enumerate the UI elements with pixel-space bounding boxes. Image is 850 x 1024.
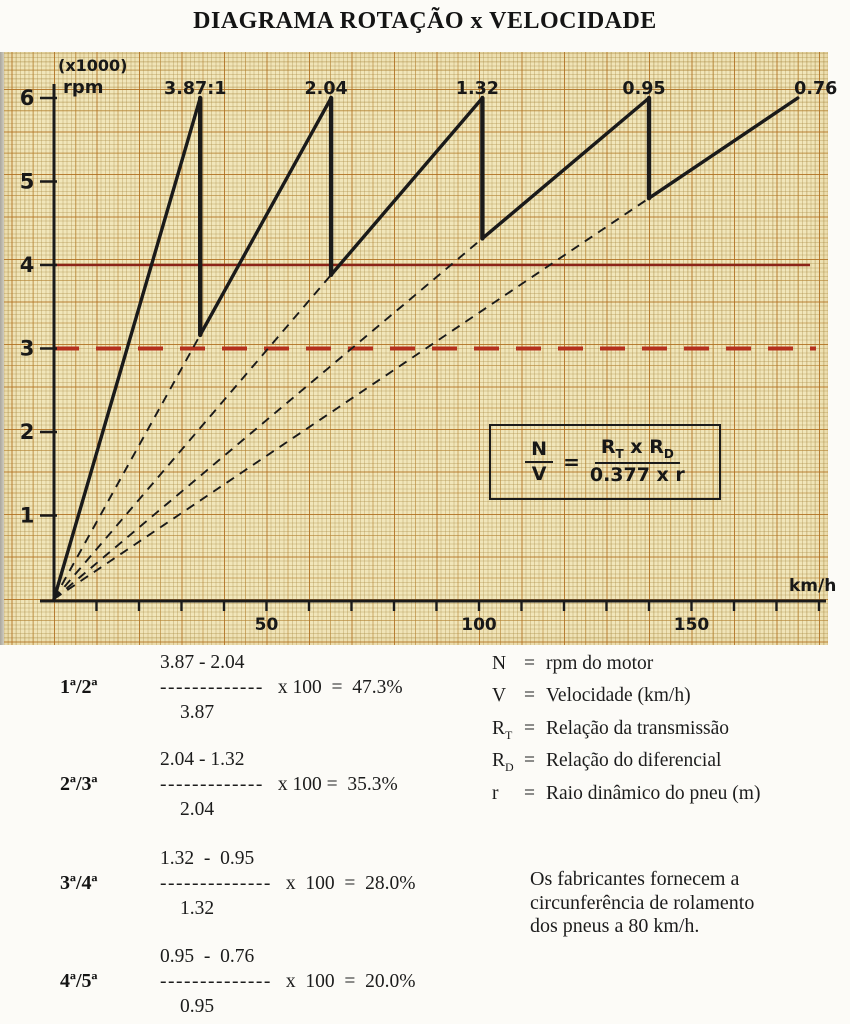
gear-ratio-label-2: 2.04	[305, 79, 348, 99]
y-tick-label-5: 5	[20, 170, 35, 194]
gear-pair-label: 3ª/4ª	[60, 872, 98, 894]
y-tick-label-3: 3	[20, 337, 35, 361]
scan-edge-shadow	[0, 52, 5, 645]
calc-denominator: 1.32	[180, 898, 215, 919]
gear-line-4	[480, 96, 651, 241]
formula-lhs: N V	[525, 438, 554, 486]
fraction-bar: -------------	[160, 677, 264, 698]
calc-denominator: 2.04	[180, 799, 215, 820]
gear-ratio-label-3: 1.32	[456, 79, 499, 99]
legend-item-N: N = rpm do motor	[492, 653, 654, 674]
formula-rhs: RT x RD 0.377 x r	[590, 437, 685, 487]
gear-dashed-extension-5	[53, 197, 650, 600]
gear-ratio-label-5: 0.76	[794, 79, 837, 99]
note-line: circunferência de rolamento	[530, 891, 755, 914]
fraction-bar: -------------	[160, 774, 264, 795]
gear-pair-label: 1ª/2ª	[60, 676, 98, 698]
gear-dashed-extension-2	[53, 334, 202, 600]
formula-lhs-numerator: N	[525, 438, 554, 463]
gear-step-calc-2-3: 2.04 - 1.32 2ª/3ª ------------- x 100 = 35…	[60, 747, 490, 822]
calc-result: x 100 = 20.0%	[285, 971, 416, 992]
gear-ratio-label-1: 3.87:1	[164, 79, 226, 99]
legend-item-RT: RT = Relação da transmissão	[492, 717, 730, 742]
tyre-note: Os fabricantes fornecem a circunferência…	[530, 868, 754, 939]
fraction-bar: --------------	[160, 971, 272, 992]
y-tick-label-2: 2	[20, 420, 35, 444]
formula-equals: =	[563, 450, 580, 474]
gear-step-calc-1-2: 3.87 - 2.04 1ª/2ª ------------- x 100 = 47…	[60, 650, 490, 725]
formula-lhs-denominator: V	[531, 463, 547, 485]
gear-step-calc-3-4: 1.32 - 0.95 3ª/4ª -------------- x 100 = 2…	[60, 846, 490, 921]
x-tick-label-100: 100	[461, 615, 497, 635]
gear-dashed-extension-4	[53, 237, 484, 600]
calc-numerator: 1.32 - 0.95	[160, 848, 255, 869]
gear-line-3	[329, 96, 485, 277]
legend-item-V: V = Velocidade (km/h)	[492, 685, 691, 707]
x-axis-unit-label: km/h	[789, 576, 836, 596]
y-tick-label-1: 1	[20, 504, 35, 528]
calc-numerator: 3.87 - 2.04	[160, 652, 245, 673]
formula-rhs-numerator: RT x RD	[594, 437, 680, 465]
gear-line-1	[52, 96, 202, 601]
x-tick-label-50: 50	[255, 615, 279, 635]
calc-result: x 100 = 28.0%	[285, 873, 416, 894]
gear-ratio-label-4: 0.95	[622, 79, 665, 99]
calc-numerator: 2.04 - 1.32	[160, 749, 245, 770]
fraction-bar: --------------	[160, 873, 272, 894]
note-line: dos pneus a 80 km/h.	[530, 915, 700, 937]
gear-dashed-extension-3	[53, 274, 332, 600]
calc-numerator: 0.95 - 0.76	[160, 946, 255, 967]
y-tick-label-4: 4	[20, 253, 35, 277]
calc-result: x 100 = 47.3%	[277, 677, 403, 698]
symbol-legend: N = rpm do motor V = Velocidade (km/h) RT = Re…	[492, 651, 760, 813]
gear-pair-label: 2ª/3ª	[60, 773, 98, 795]
note-line: Os fabricantes fornecem a	[530, 868, 740, 890]
legend-item-r: r = Raio dinâmico do pneu (m)	[492, 782, 761, 804]
formula-box: N V = RT x RD 0.377 x r	[489, 424, 721, 500]
gear-line-2	[198, 96, 333, 337]
calc-result: x 100 = 35.3%	[277, 774, 398, 795]
calc-denominator: 3.87	[180, 702, 215, 723]
gear-pair-label: 4ª/5ª	[60, 970, 98, 992]
formula-rhs-denominator: 0.377 x r	[589, 464, 685, 487]
calc-denominator: 0.95	[180, 996, 215, 1017]
y-axis-scale-label: (x1000)	[58, 56, 127, 75]
x-tick-label-150: 150	[674, 615, 710, 635]
page-title: DIAGRAMA ROTAÇÃO x VELOCIDADE	[193, 8, 657, 34]
gear-step-calc-4-5: 0.95 - 0.76 4ª/5ª -------------- x 100 = 2…	[60, 944, 490, 1019]
y-axis-unit-label: rpm	[63, 77, 104, 98]
legend-item-RD: RD = Relação do diferencial	[492, 750, 722, 775]
gear-line-5	[647, 96, 800, 200]
y-tick-label-6: 6	[20, 86, 35, 110]
